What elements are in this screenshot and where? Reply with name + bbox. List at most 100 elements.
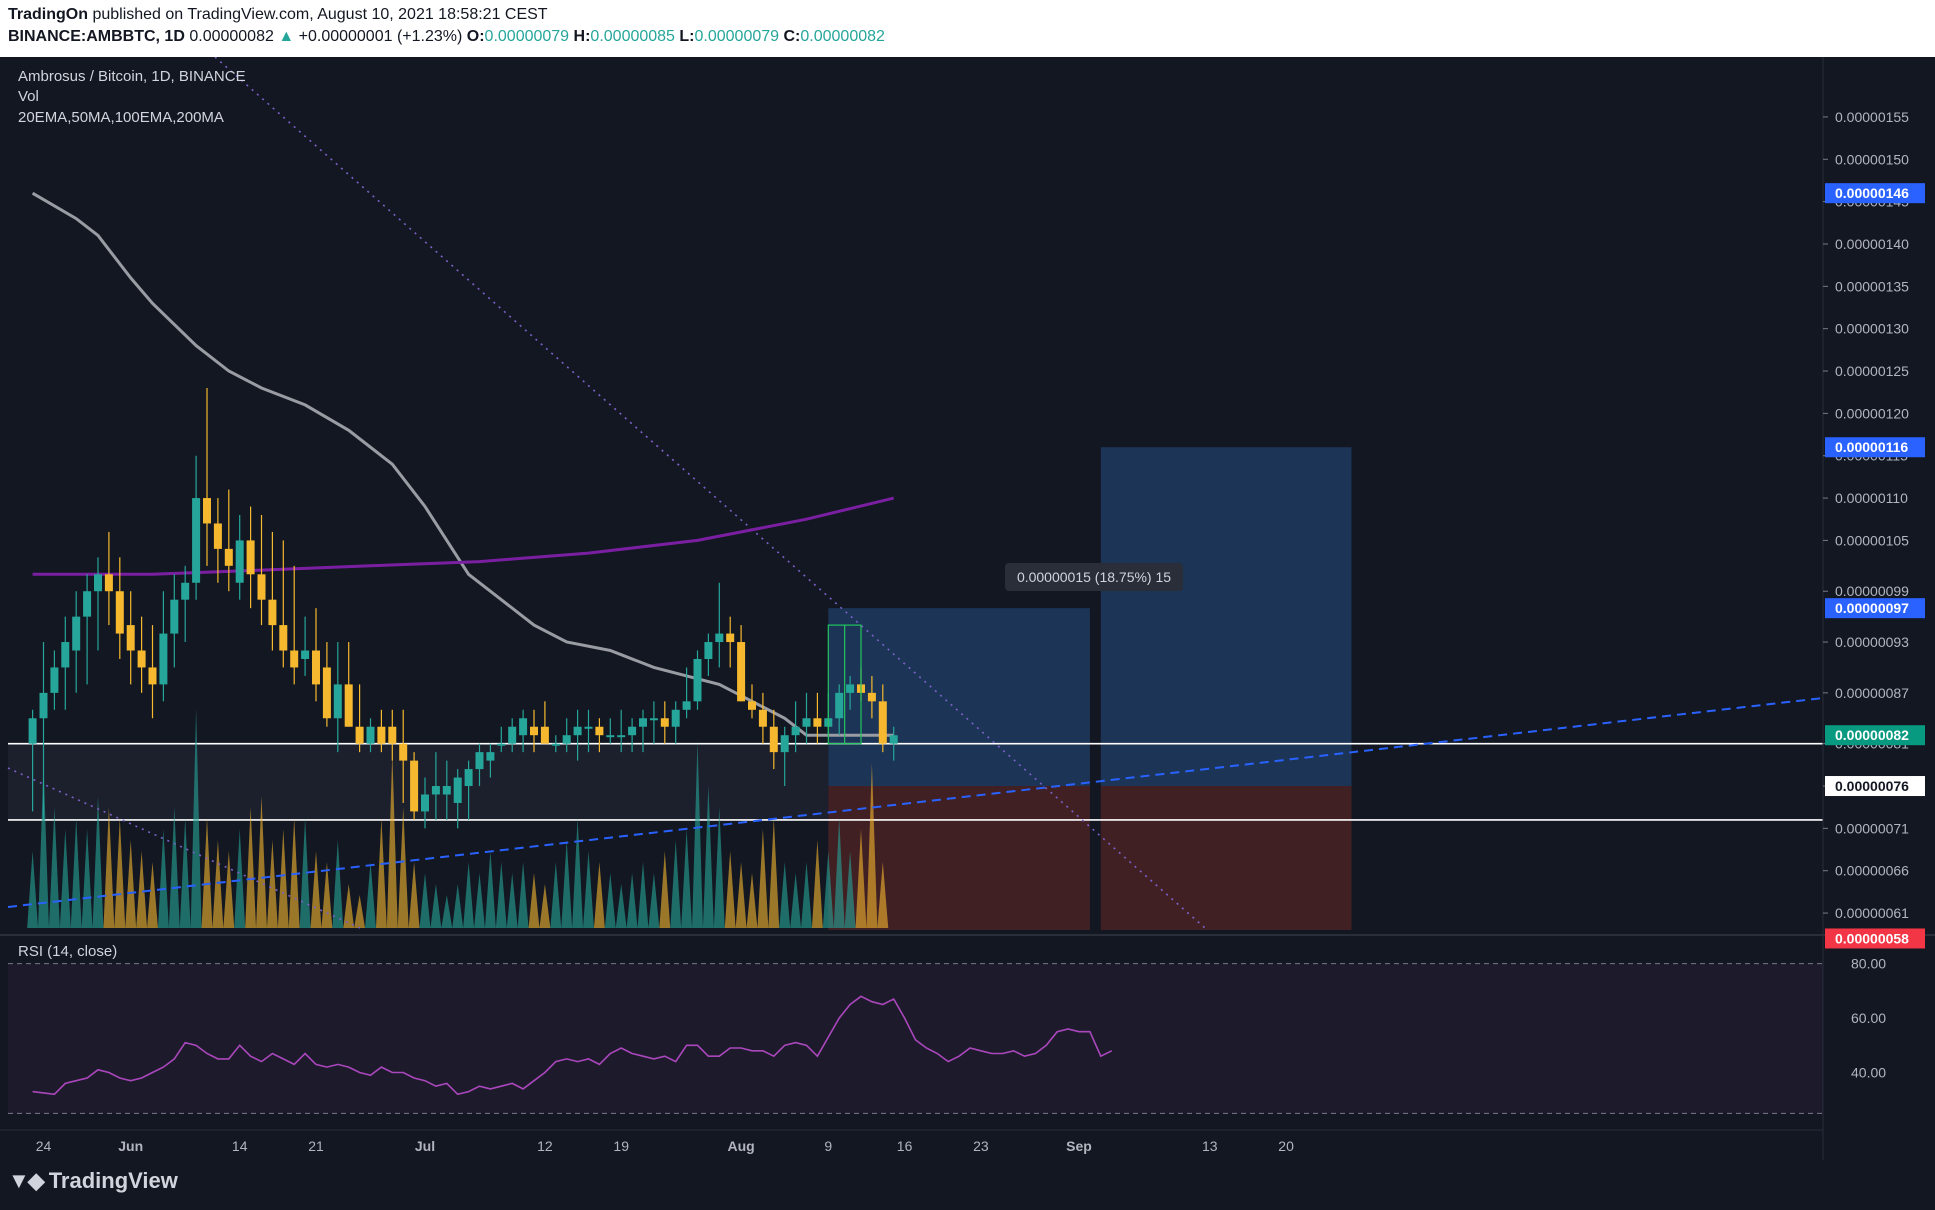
candle-body bbox=[355, 726, 364, 744]
candle bbox=[170, 574, 179, 668]
ma50-line bbox=[31, 191, 894, 737]
candle-body bbox=[617, 735, 626, 738]
candle bbox=[889, 726, 898, 761]
legend-rsi[interactable]: RSI (14, close) bbox=[18, 943, 117, 960]
volume-peak bbox=[822, 851, 834, 928]
candle-body bbox=[530, 726, 538, 736]
volume-peak bbox=[223, 851, 235, 928]
candle bbox=[835, 684, 844, 736]
volume-peak bbox=[604, 873, 616, 928]
x-tick-label: 12 bbox=[537, 1138, 553, 1154]
support-levels bbox=[8, 742, 1823, 821]
candle bbox=[192, 455, 201, 600]
candle-body bbox=[442, 786, 451, 795]
candle-body bbox=[704, 642, 713, 659]
candle bbox=[290, 565, 299, 685]
candle-body bbox=[322, 667, 331, 719]
candle-body bbox=[301, 650, 310, 659]
candle-body bbox=[344, 684, 353, 727]
candle bbox=[769, 709, 778, 770]
candle-body bbox=[94, 574, 102, 592]
volume-peak bbox=[593, 862, 605, 928]
volume-peak bbox=[310, 851, 322, 928]
candle bbox=[50, 650, 59, 710]
legend-volume[interactable]: Vol bbox=[18, 88, 39, 105]
volume-peak bbox=[386, 752, 398, 928]
footer-bar bbox=[0, 1160, 1935, 1210]
candle-body bbox=[453, 777, 462, 803]
volume-peak bbox=[234, 829, 246, 928]
high-value: 0.00000085 bbox=[590, 28, 675, 45]
volume-peak bbox=[692, 741, 703, 928]
candle-body bbox=[39, 692, 48, 719]
candle bbox=[137, 616, 146, 693]
volume-peak bbox=[125, 840, 137, 928]
candle-body bbox=[181, 582, 190, 600]
candle-body bbox=[83, 591, 92, 617]
candle bbox=[235, 515, 244, 600]
candle bbox=[213, 498, 222, 583]
candle bbox=[279, 540, 288, 668]
volume-peak bbox=[561, 840, 573, 928]
price-axis[interactable]: 0.000001550.000001500.000001450.00000140… bbox=[1822, 57, 1925, 1160]
volume-peak bbox=[811, 840, 823, 928]
candle bbox=[693, 650, 702, 710]
last-price: 0.00000082 bbox=[189, 28, 274, 45]
candle bbox=[802, 692, 811, 744]
open-label: O: bbox=[466, 28, 485, 45]
candle-body bbox=[192, 498, 201, 583]
volume-peak bbox=[59, 829, 71, 928]
x-tick-label: 13 bbox=[1202, 1138, 1218, 1154]
chart-legend: Ambrosus / Bitcoin, 1D, BINANCE Vol 20EM… bbox=[18, 68, 246, 960]
candle-body bbox=[813, 718, 822, 727]
candle bbox=[203, 387, 211, 566]
candle bbox=[388, 709, 397, 761]
price-badge bbox=[1825, 598, 1925, 619]
candle-body bbox=[780, 735, 789, 753]
second-stop-zone bbox=[1100, 786, 1352, 930]
up-arrow-icon: ▲ bbox=[278, 28, 295, 45]
candle bbox=[148, 625, 157, 719]
price-badge bbox=[1825, 725, 1925, 746]
candle bbox=[312, 608, 320, 702]
price-range-measure[interactable]: 0.00000015 (18.75%) 15 bbox=[827, 563, 1183, 745]
candle-body bbox=[290, 650, 299, 668]
candle bbox=[246, 506, 255, 609]
volume-peak bbox=[768, 818, 780, 928]
volume-peak bbox=[365, 862, 376, 928]
chart-area[interactable]: 0.00000015 (18.75%) 15 0.00000155 0.00000… bbox=[0, 57, 1935, 1160]
chart-header: TradingOn published on TradingView.com, … bbox=[0, 0, 1935, 57]
x-tick-label: Aug bbox=[727, 1138, 754, 1154]
low-label: L: bbox=[679, 28, 695, 45]
candle-body bbox=[682, 701, 691, 710]
moving-averages bbox=[31, 191, 895, 737]
volume-peak bbox=[877, 862, 889, 928]
volume-peak bbox=[288, 818, 300, 928]
y-tick-label: 0.00000140 bbox=[1835, 236, 1909, 252]
candle-body bbox=[551, 743, 560, 746]
volume-peak bbox=[103, 807, 115, 928]
tradingview-logo[interactable]: ▼◆ TradingView bbox=[8, 1168, 178, 1194]
candle-body bbox=[595, 726, 604, 736]
time-axis[interactable]: 24 Jun 14 21 Jul 12 19 Aug 9 16 23 Sep 13 20 bbox=[0, 1129, 1823, 1154]
rsi-tick-label: 60.00 bbox=[1851, 1010, 1886, 1026]
candle bbox=[181, 565, 190, 643]
candle-body bbox=[213, 523, 222, 549]
candle-body bbox=[464, 769, 473, 787]
volume-peak bbox=[702, 785, 714, 928]
candle-body bbox=[235, 540, 244, 583]
legend-indicators[interactable]: 20EMA,50MA,100EMA,200MA bbox=[18, 109, 224, 126]
candle bbox=[780, 726, 789, 787]
volume-peak bbox=[801, 862, 812, 928]
volume-peak bbox=[343, 884, 355, 928]
price-badge bbox=[1825, 183, 1925, 204]
candle bbox=[28, 709, 37, 812]
legend-title[interactable]: Ambrosus / Bitcoin, 1D, BINANCE bbox=[18, 68, 246, 85]
candle bbox=[453, 769, 462, 829]
volume-peak bbox=[648, 873, 660, 928]
publisher-name[interactable]: TradingOn bbox=[8, 6, 88, 23]
candle bbox=[104, 531, 113, 626]
symbol-label[interactable]: BINANCE:AMBBTC, 1D bbox=[8, 28, 185, 45]
volume-peak bbox=[70, 818, 82, 928]
volume-peak bbox=[757, 829, 769, 928]
